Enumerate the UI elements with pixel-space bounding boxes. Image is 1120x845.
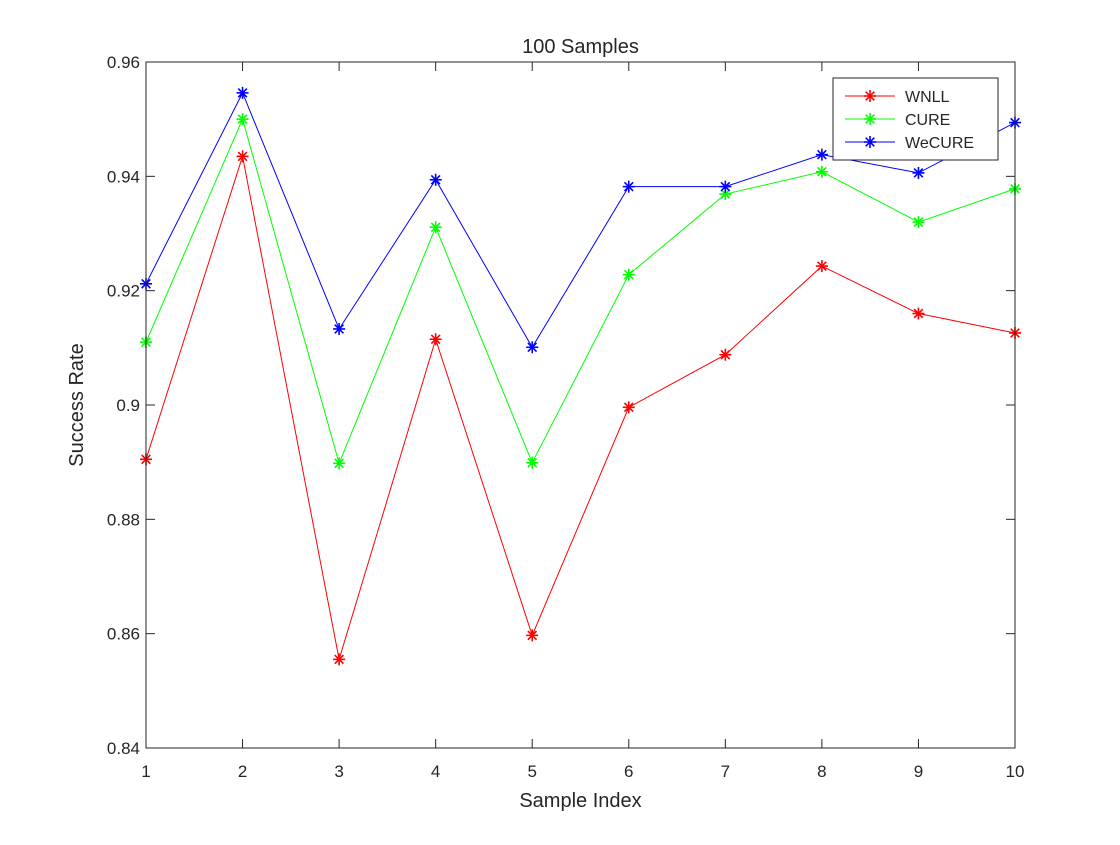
data-point-cure-5 bbox=[526, 456, 539, 469]
plot-area bbox=[146, 62, 1015, 748]
y-tick-label: 0.86 bbox=[107, 625, 140, 644]
data-point-wnll-5 bbox=[526, 629, 539, 642]
y-tick-label: 0.92 bbox=[107, 282, 140, 301]
x-axis-label: Sample Index bbox=[519, 790, 641, 812]
legend-label: WeCURE bbox=[905, 135, 974, 152]
y-tick-label: 0.96 bbox=[107, 53, 140, 72]
data-point-wnll-2 bbox=[236, 150, 249, 163]
legend-item-wecure: WeCURE bbox=[845, 135, 974, 152]
data-point-cure-4 bbox=[429, 221, 442, 234]
chart-title: 100 Samples bbox=[522, 36, 639, 58]
x-tick-label: 9 bbox=[914, 762, 923, 781]
data-point-wecure-4 bbox=[429, 173, 442, 186]
data-point-cure-9 bbox=[912, 216, 925, 229]
data-point-wecure-3 bbox=[333, 322, 346, 335]
x-tick-label: 6 bbox=[624, 762, 633, 781]
series-line-cure bbox=[145, 117, 1016, 465]
legend-item-wnll: WNLL bbox=[845, 89, 950, 106]
x-tick-label: 7 bbox=[721, 762, 730, 781]
data-point-wecure-9 bbox=[912, 166, 925, 179]
data-point-wecure-7 bbox=[719, 180, 732, 193]
data-point-wnll-6 bbox=[622, 401, 635, 414]
x-tick-label: 4 bbox=[431, 762, 440, 781]
data-point-cure-8 bbox=[815, 165, 828, 178]
data-point-wecure-2 bbox=[236, 86, 249, 99]
data-point-cure-2 bbox=[236, 113, 249, 126]
y-axis-label: Success Rate bbox=[66, 343, 88, 466]
y-tick-label: 0.9 bbox=[116, 396, 140, 415]
data-point-wnll-9 bbox=[912, 307, 925, 320]
data-point-wecure-6 bbox=[622, 180, 635, 193]
data-point-wecure-5 bbox=[526, 341, 539, 354]
x-tick-label: 3 bbox=[334, 762, 343, 781]
axes-layer: 1 2 3 4 5 6 7 8 9 10 0.84 0.86 0.88 0.9 0.92 0.94 0.96 bbox=[107, 53, 1025, 781]
legend-marker bbox=[864, 136, 876, 148]
data-point-wecure-8 bbox=[815, 148, 828, 161]
y-tick-label: 0.88 bbox=[107, 510, 140, 529]
x-tick-label: 5 bbox=[527, 762, 536, 781]
series-line-wnll bbox=[145, 156, 1016, 660]
data-point-wnll-3 bbox=[333, 653, 346, 666]
x-tick-label: 1 bbox=[141, 762, 150, 781]
series-line-wecure bbox=[145, 91, 1016, 349]
y-tick-label: 0.84 bbox=[107, 739, 140, 758]
x-tick-label: 8 bbox=[817, 762, 826, 781]
legend-label: CURE bbox=[905, 112, 950, 129]
legend-item-cure: CURE bbox=[845, 112, 950, 129]
data-point-wnll-4 bbox=[429, 333, 442, 346]
data-point-cure-6 bbox=[622, 268, 635, 281]
data-point-wnll-8 bbox=[815, 260, 828, 273]
data-point-wnll-7 bbox=[719, 348, 732, 361]
legend-label: WNLL bbox=[905, 89, 950, 106]
data-point-cure-3 bbox=[333, 457, 346, 470]
x-tick-label: 2 bbox=[238, 762, 247, 781]
legend-marker bbox=[864, 113, 876, 125]
legend: WNLL CURE WeCURE bbox=[832, 77, 999, 161]
legend-marker bbox=[864, 90, 876, 102]
x-tick-label: 10 bbox=[1006, 762, 1025, 781]
y-tick-label: 0.94 bbox=[107, 167, 140, 186]
